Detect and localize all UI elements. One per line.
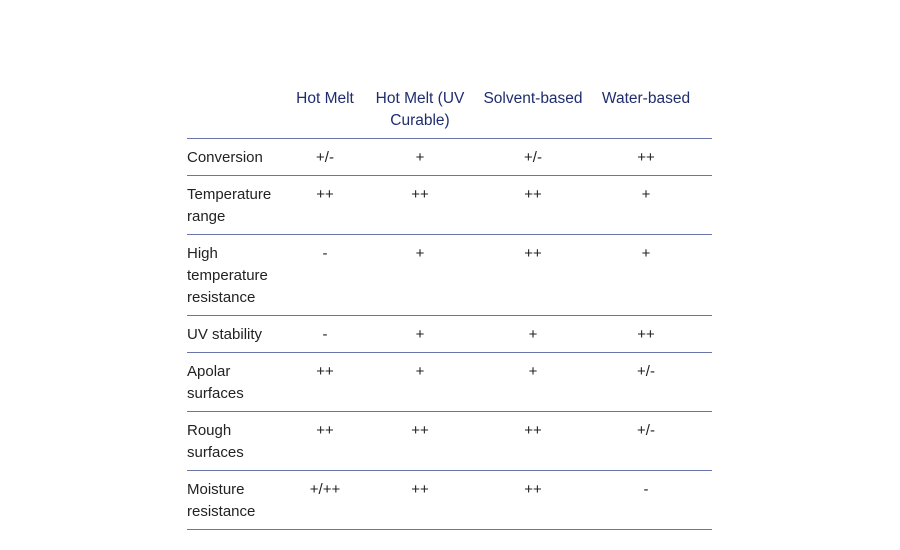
column-header: Solvent-based bbox=[470, 88, 596, 139]
rating-cell: + bbox=[370, 234, 470, 316]
rating-cell: +/- bbox=[596, 411, 712, 471]
table-row: Apolar surfaces ++ + + +/- bbox=[187, 352, 712, 412]
rating-cell: +/++ bbox=[280, 470, 370, 530]
rating-cell: ++ bbox=[370, 411, 470, 471]
table-row: Moisture resistance +/++ ++ ++ - bbox=[187, 470, 712, 530]
row-label: Rough surfaces bbox=[187, 411, 280, 471]
table-row: UV stability - + + ++ bbox=[187, 315, 712, 353]
column-header: Water-based bbox=[596, 88, 712, 139]
rating-cell: ++ bbox=[596, 315, 712, 353]
rating-cell: ++ bbox=[280, 175, 370, 235]
rating-cell: ++ bbox=[370, 470, 470, 530]
rating-cell: - bbox=[596, 470, 712, 530]
comparison-table: Hot Melt Hot Melt (UV Curable) Solvent-bas… bbox=[187, 88, 712, 530]
rating-cell: ++ bbox=[470, 411, 596, 471]
rating-cell: ++ bbox=[370, 175, 470, 235]
rating-cell: + bbox=[596, 175, 712, 235]
rating-cell: + bbox=[370, 315, 470, 353]
row-label: Apolar surfaces bbox=[187, 352, 280, 412]
rating-cell: +/- bbox=[596, 352, 712, 412]
table-row: High temperature resistance - + ++ + bbox=[187, 234, 712, 316]
table-row: Conversion +/- + +/- ++ bbox=[187, 138, 712, 176]
rating-cell: + bbox=[370, 138, 470, 176]
rating-cell: ++ bbox=[280, 352, 370, 412]
row-label: High temperature resistance bbox=[187, 234, 280, 316]
rating-cell: ++ bbox=[470, 175, 596, 235]
corner-cell bbox=[187, 88, 280, 139]
row-label: Moisture resistance bbox=[187, 470, 280, 530]
rating-cell: + bbox=[370, 352, 470, 412]
rating-cell: +/- bbox=[280, 138, 370, 176]
rating-cell: +/- bbox=[470, 138, 596, 176]
rating-cell: ++ bbox=[470, 234, 596, 316]
rating-cell: - bbox=[280, 234, 370, 316]
row-label: UV stability bbox=[187, 315, 280, 353]
header-row: Hot Melt Hot Melt (UV Curable) Solvent-bas… bbox=[187, 88, 712, 139]
table-body: Conversion +/- + +/- ++ Temperature range ++ ++… bbox=[187, 138, 712, 530]
rating-cell: ++ bbox=[470, 470, 596, 530]
column-header: Hot Melt (UV Curable) bbox=[370, 88, 470, 139]
rating-cell: + bbox=[470, 352, 596, 412]
rating-cell: - bbox=[280, 315, 370, 353]
rating-cell: + bbox=[596, 234, 712, 316]
table-row: Rough surfaces ++ ++ ++ +/- bbox=[187, 411, 712, 471]
row-label: Temperature range bbox=[187, 175, 280, 235]
rating-cell: ++ bbox=[280, 411, 370, 471]
row-label: Conversion bbox=[187, 138, 280, 176]
rating-cell: ++ bbox=[596, 138, 712, 176]
table-row: Temperature range ++ ++ ++ + bbox=[187, 175, 712, 235]
column-header: Hot Melt bbox=[280, 88, 370, 139]
rating-cell: + bbox=[470, 315, 596, 353]
